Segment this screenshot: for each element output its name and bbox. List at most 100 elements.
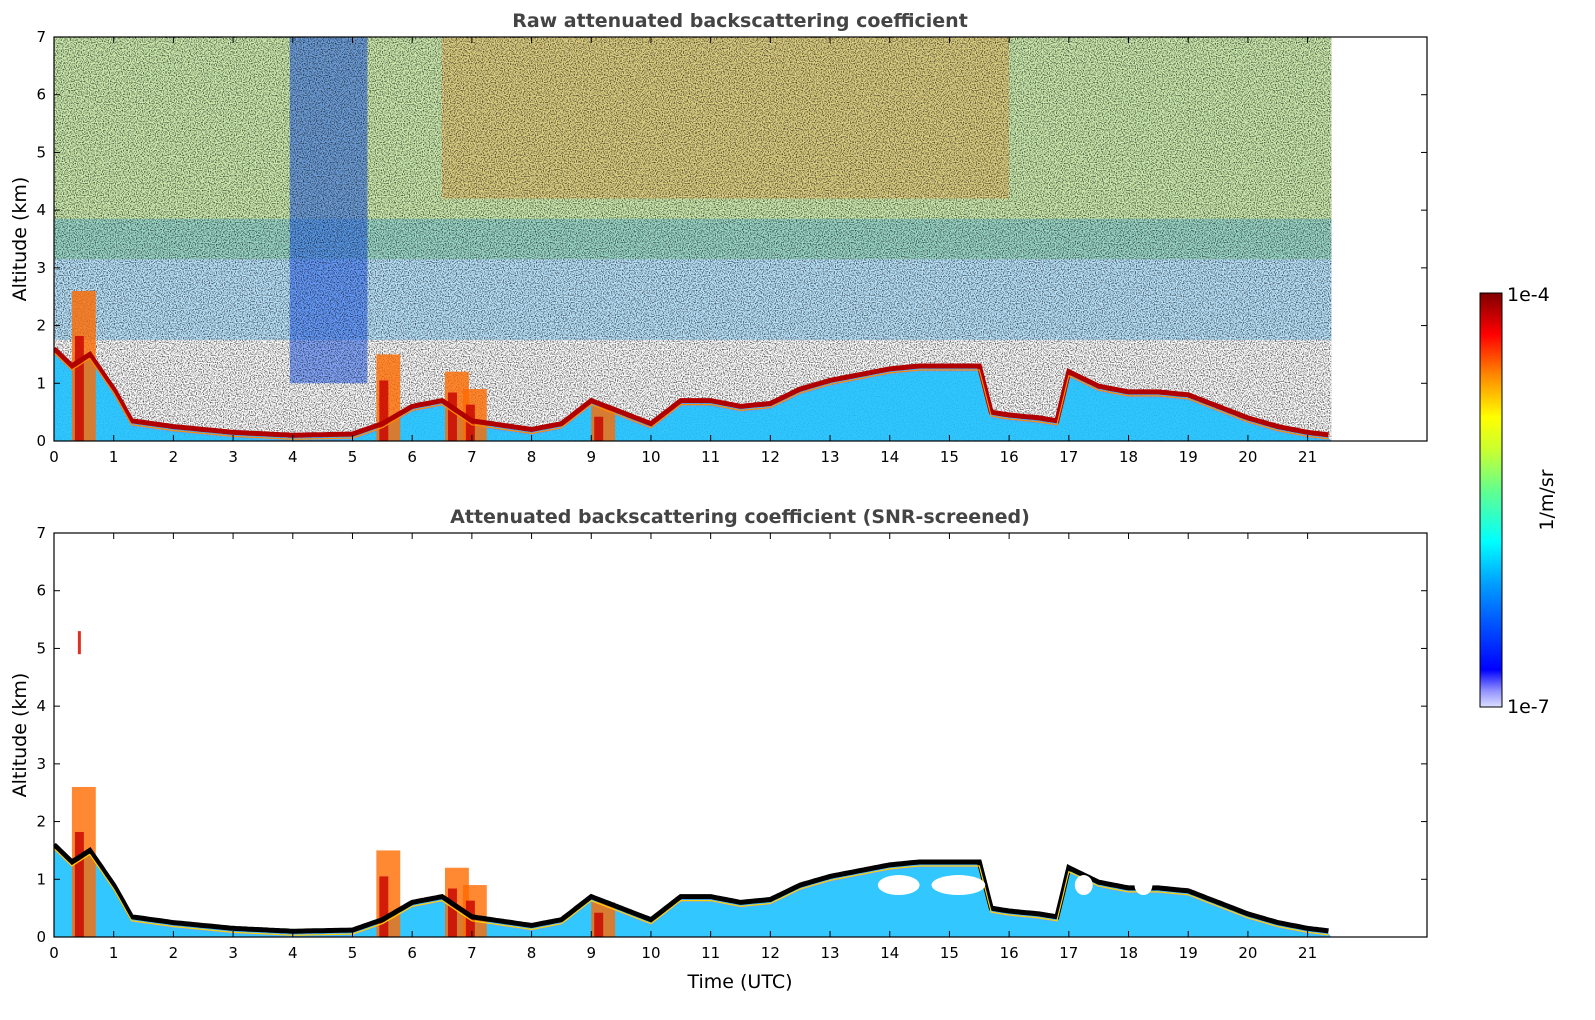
x-tick-label: 21 <box>1298 448 1317 466</box>
x-tick-label: 0 <box>49 944 59 962</box>
x-tick-label: 10 <box>641 448 660 466</box>
heatmap-image <box>54 37 1332 441</box>
noise-field <box>54 37 1332 441</box>
x-tick-label: 15 <box>940 944 959 962</box>
screened-gap <box>931 875 986 896</box>
convective-plume-core <box>465 900 475 937</box>
colorbar-min-label: 1e-7 <box>1507 696 1550 718</box>
y-tick-label: 3 <box>36 259 46 277</box>
y-tick-label: 0 <box>36 928 46 946</box>
panel-title: Attenuated backscattering coefficient (S… <box>450 506 1030 528</box>
colorbar-units-label: 1/m/sr <box>1536 469 1558 530</box>
y-tick-label: 2 <box>36 813 46 831</box>
x-tick-label: 8 <box>527 944 537 962</box>
y-tick-label: 5 <box>36 143 46 161</box>
y-tick-label: 0 <box>36 432 46 450</box>
x-tick-label: 18 <box>1119 944 1138 962</box>
x-tick-label: 3 <box>228 448 238 466</box>
x-tick-label: 4 <box>288 944 298 962</box>
x-tick-label: 7 <box>467 944 477 962</box>
x-tick-label: 12 <box>761 448 780 466</box>
y-tick-label: 1 <box>36 374 46 392</box>
x-tick-label: 15 <box>940 448 959 466</box>
heatmap-image <box>54 631 1332 937</box>
panel-title: Raw attenuated backscattering coefficien… <box>512 10 968 32</box>
convective-plume-core <box>74 831 84 937</box>
x-tick-label: 12 <box>761 944 780 962</box>
y-tick-label: 4 <box>36 201 46 219</box>
x-tick-label: 9 <box>586 448 596 466</box>
x-axis-ticks: 0 1 2 3 4 5 6 7 8 9 10 11 12 13 14 15 16 17 18 19 20 21 <box>49 37 1317 466</box>
x-axis-ticks: 0 1 2 3 4 5 6 7 8 9 10 11 12 13 14 15 16 17 18 19 20 21 <box>49 533 1317 962</box>
y-tick-label: 5 <box>36 639 46 657</box>
x-tick-label: 1 <box>109 944 119 962</box>
convective-plume-core <box>74 335 84 441</box>
x-tick-label: 9 <box>586 944 596 962</box>
x-tick-label: 0 <box>49 448 59 466</box>
x-tick-label: 17 <box>1059 448 1078 466</box>
y-tick-label: 1 <box>36 870 46 888</box>
x-tick-label: 3 <box>228 944 238 962</box>
colorbar: 1e-4 1e-7 1/m/sr <box>1479 284 1558 718</box>
convective-plume-core <box>447 888 457 937</box>
x-tick-label: 10 <box>641 944 660 962</box>
y-tick-label: 4 <box>36 697 46 715</box>
x-tick-label: 7 <box>467 448 477 466</box>
boundary-layer <box>54 348 1332 441</box>
x-tick-label: 19 <box>1179 448 1198 466</box>
cloud-base-layer <box>54 346 1329 438</box>
y-tick-label: 2 <box>36 317 46 335</box>
x-tick-label: 20 <box>1238 944 1257 962</box>
isolated-echo <box>77 631 81 655</box>
convective-plume-core <box>594 416 604 441</box>
raw-backscatter-panel: Raw attenuated backscattering coefficien… <box>9 10 1428 466</box>
y-tick-label: 7 <box>36 524 46 542</box>
y-axis-label: Altitude (km) <box>9 177 31 302</box>
x-tick-label: 4 <box>288 448 298 466</box>
y-tick-label: 6 <box>36 86 46 104</box>
colorbar-gradient <box>1479 292 1503 708</box>
x-tick-label: 1 <box>109 448 119 466</box>
x-tick-label: 8 <box>527 448 537 466</box>
screened-gap <box>877 875 920 896</box>
x-tick-label: 19 <box>1179 944 1198 962</box>
x-tick-label: 6 <box>407 448 417 466</box>
y-axis-ticks: 0 1 2 3 4 5 6 7 <box>36 28 1427 450</box>
y-tick-label: 7 <box>36 28 46 46</box>
y-axis-label: Altitude (km) <box>9 673 31 798</box>
screened-gap <box>1074 875 1093 896</box>
convective-plume-core <box>379 876 389 937</box>
y-tick-label: 3 <box>36 755 46 773</box>
x-tick-label: 11 <box>701 448 720 466</box>
colorbar-max-label: 1e-4 <box>1507 284 1550 306</box>
plot-frame <box>53 532 1428 938</box>
x-tick-label: 5 <box>348 448 358 466</box>
snr-screened-panel: Attenuated backscattering coefficient (S… <box>9 506 1428 993</box>
x-tick-label: 20 <box>1238 448 1257 466</box>
x-tick-label: 2 <box>169 944 179 962</box>
x-tick-label: 2 <box>169 448 179 466</box>
convective-plume-core <box>594 912 604 937</box>
convective-plume-core <box>379 380 389 441</box>
screened-gap <box>1134 875 1153 896</box>
x-tick-label: 17 <box>1059 944 1078 962</box>
boundary-layer <box>54 844 1332 937</box>
x-tick-label: 21 <box>1298 944 1317 962</box>
convective-plume-core <box>465 404 475 441</box>
cloud-base-edge <box>54 352 1329 440</box>
x-tick-label: 14 <box>880 944 899 962</box>
y-axis-ticks: 0 1 2 3 4 5 6 7 <box>36 524 1427 946</box>
x-tick-label: 16 <box>1000 448 1019 466</box>
plot-frame <box>53 36 1428 442</box>
cloud-base-edge <box>54 848 1329 936</box>
x-tick-label: 16 <box>1000 944 1019 962</box>
x-tick-label: 14 <box>880 448 899 466</box>
cloud-base-layer <box>54 842 1329 934</box>
x-tick-label: 5 <box>348 944 358 962</box>
y-tick-label: 6 <box>36 582 46 600</box>
x-tick-label: 18 <box>1119 448 1138 466</box>
x-axis-label: Time (UTC) <box>686 971 792 993</box>
x-tick-label: 13 <box>820 944 839 962</box>
x-tick-label: 6 <box>407 944 417 962</box>
